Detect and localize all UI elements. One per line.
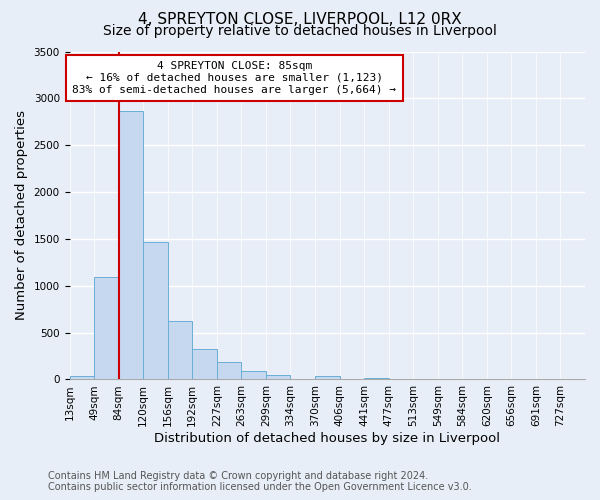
Bar <box>94 278 119 380</box>
Bar <box>70 376 94 380</box>
Bar <box>266 375 290 380</box>
Bar <box>168 322 192 380</box>
Text: Contains HM Land Registry data © Crown copyright and database right 2024.
Contai: Contains HM Land Registry data © Crown c… <box>48 471 472 492</box>
Bar <box>315 376 340 380</box>
Bar <box>192 348 217 380</box>
Text: 4 SPREYTON CLOSE: 85sqm
← 16% of detached houses are smaller (1,123)
83% of semi: 4 SPREYTON CLOSE: 85sqm ← 16% of detache… <box>73 62 397 94</box>
Bar <box>119 110 143 380</box>
Text: Size of property relative to detached houses in Liverpool: Size of property relative to detached ho… <box>103 24 497 38</box>
Text: 4, SPREYTON CLOSE, LIVERPOOL, L12 0RX: 4, SPREYTON CLOSE, LIVERPOOL, L12 0RX <box>138 12 462 28</box>
X-axis label: Distribution of detached houses by size in Liverpool: Distribution of detached houses by size … <box>154 432 500 445</box>
Bar <box>241 370 266 380</box>
Y-axis label: Number of detached properties: Number of detached properties <box>15 110 28 320</box>
Bar <box>217 362 241 380</box>
Bar <box>364 378 389 380</box>
Bar <box>143 242 168 380</box>
